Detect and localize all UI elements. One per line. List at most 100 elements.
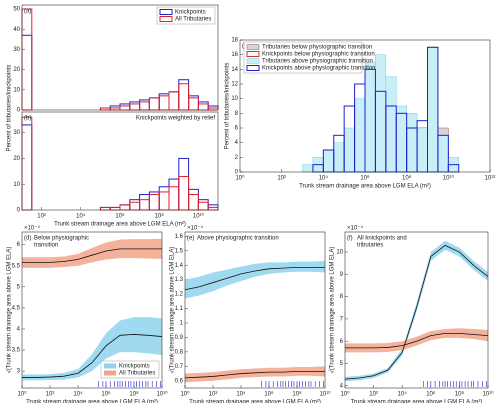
panel-title: tributaries (357, 243, 383, 249)
x-tick-label: 10⁴ (73, 391, 83, 398)
y-tick-label: 1.1 (175, 306, 184, 312)
bar (129, 103, 141, 111)
legend-label: Knickpoints below physiographic transiti… (262, 52, 375, 58)
plot-frame (21, 231, 163, 389)
y-tick-label: 30 (13, 130, 20, 136)
bar (99, 206, 111, 211)
x-tick-label: 10¹² (485, 176, 496, 182)
y-tick-label: 1.2 (175, 292, 184, 298)
median-line (344, 244, 489, 380)
bar (119, 105, 131, 111)
bar (427, 47, 439, 173)
panel-label: (b) (24, 116, 31, 122)
y-tick-label: 0.8 (175, 349, 184, 355)
bar (21, 116, 33, 211)
bar (168, 178, 180, 211)
bar (178, 79, 190, 111)
bar (188, 188, 199, 211)
y-tick-label: 10 (231, 96, 238, 102)
x-tick-label: 10¹⁰ (443, 175, 455, 182)
bar (109, 206, 121, 211)
y-tick-label: 20 (13, 67, 20, 73)
bar (364, 61, 376, 173)
bar (158, 191, 170, 211)
y-tick-label: 2 (235, 155, 239, 161)
y-tick-label: 50 (13, 7, 20, 13)
bar (197, 101, 209, 111)
confidence-band (22, 238, 162, 268)
y-tick-label: 1.3 (175, 277, 184, 283)
bar (139, 101, 150, 111)
bar (129, 201, 141, 211)
axis-multiplier: ×10⁻⁴ (347, 225, 363, 232)
y-tick-label: 8 (340, 294, 344, 300)
x-tick-label: 10⁴ (319, 175, 329, 182)
y-axis-label: √(Trunk stream drainage area above LGM E… (169, 247, 176, 374)
x-tick-label: 10⁰ (180, 391, 190, 398)
x-axis-label: Trunk stream drainage area above LGM ELA… (189, 400, 321, 403)
y-tick-label: 30 (13, 47, 20, 53)
x-tick-label: 10² (277, 176, 286, 182)
legend-label: All Tributaries (175, 17, 211, 23)
y-tick-label: 1.5 (175, 248, 184, 254)
bar (197, 199, 209, 211)
x-tick-label: 10⁶ (360, 175, 370, 182)
bar (323, 149, 335, 173)
x-tick-label: 10¹⁰ (319, 391, 331, 398)
bar (139, 194, 150, 211)
y-tick-label: 1 (180, 321, 184, 327)
bar (109, 107, 121, 111)
bar (207, 107, 219, 111)
legend-swatch (246, 58, 260, 64)
x-tick-label: 10⁸ (129, 391, 139, 398)
legend-swatch (159, 16, 173, 22)
bar (396, 105, 407, 173)
y-tick-label: 12 (231, 82, 238, 88)
legend-label: Knickpoints above physiographic transiti… (262, 66, 375, 72)
y-tick-label: 18 (231, 38, 238, 44)
confidence-band (185, 366, 325, 383)
x-tick-label: 10⁶ (101, 391, 111, 398)
plot-frame (21, 4, 219, 111)
plot-frame (21, 111, 219, 211)
legend-swatch (246, 51, 260, 57)
bar (168, 91, 180, 111)
x-tick-label: 10² (37, 214, 46, 220)
x-tick-label: 10⁴ (76, 213, 86, 220)
y-tick-label: 1.6 (175, 234, 184, 240)
panel-title: All knickpoints and (357, 236, 407, 242)
bar (437, 135, 449, 173)
bar (129, 101, 141, 111)
bar (333, 142, 345, 173)
y-tick-label: 0 (235, 170, 239, 176)
bar (139, 99, 150, 111)
median-line (184, 370, 325, 379)
bar (197, 103, 209, 111)
y-tick-label: 16 (231, 52, 238, 58)
y-tick-label: 5.5 (12, 263, 21, 269)
legend-swatch (104, 370, 116, 376)
y-tick-label: 5 (340, 361, 344, 367)
x-tick-label: 10¹⁰ (193, 213, 205, 220)
y-tick-label: 6 (235, 126, 239, 132)
bar (158, 95, 170, 111)
x-axis-label: Trunk stream drainage area above LGM ELA… (26, 400, 158, 403)
panel-title: Below physiographic (34, 236, 89, 242)
bar (416, 127, 428, 173)
panel-label: (f) (347, 236, 353, 242)
y-tick-label: 0.7 (175, 364, 184, 370)
axis-multiplier: ×10⁻⁴ (187, 225, 203, 232)
bar (129, 199, 141, 211)
x-axis-label: Trunk stream drainage area above LGM ELA… (54, 222, 186, 228)
y-tick-label: 3 (17, 369, 21, 375)
y-tick-label: 0 (17, 108, 21, 114)
confidence-band (345, 328, 488, 353)
y-tick-label: 10 (13, 87, 20, 93)
y-tick-label: 4 (17, 327, 21, 333)
plot-frame (239, 39, 491, 173)
x-tick-label: 10⁰ (17, 391, 27, 398)
bar (375, 54, 387, 173)
y-tick-label: 6 (340, 339, 344, 345)
confidence-band (185, 260, 325, 299)
